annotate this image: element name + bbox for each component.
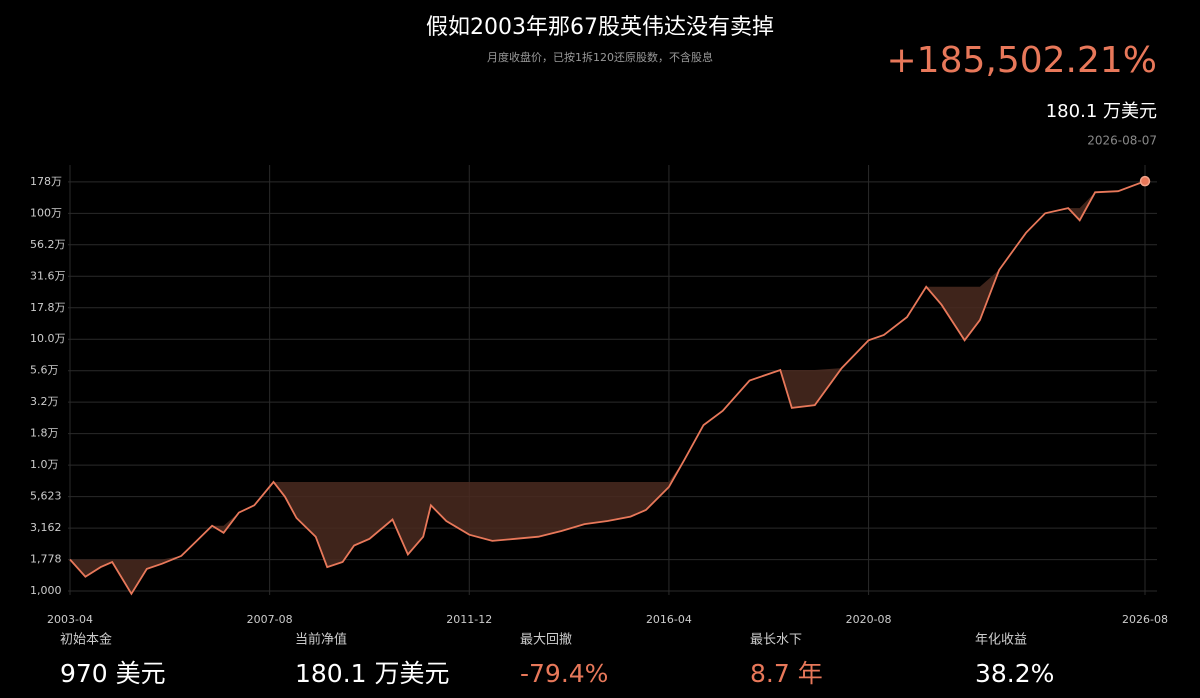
stat-label: 最大回撤 (520, 632, 572, 648)
x-tick-label: 2016-04 (646, 613, 692, 626)
x-tick-label: 2011-12 (446, 613, 492, 626)
stat-value: 38.2% (975, 659, 1054, 688)
y-tick-label: 3,162 (30, 521, 62, 534)
y-tick-label: 3.2万 (30, 395, 59, 408)
x-tick-label: 2003-04 (47, 613, 93, 626)
stat-label: 当前净值 (295, 632, 347, 648)
y-tick-label: 56.2万 (30, 238, 66, 251)
x-tick-label: 2007-08 (247, 613, 293, 626)
stat-value: 180.1 万美元 (295, 659, 450, 688)
stat-value: 970 美元 (60, 659, 166, 688)
drawdown-shade (70, 181, 1145, 594)
y-tick-label: 10.0万 (30, 332, 66, 345)
stat-label: 初始本金 (60, 632, 112, 648)
stat-label: 年化收益 (975, 633, 1027, 648)
y-tick-label: 1,778 (30, 553, 62, 566)
stat-value: -79.4% (520, 659, 608, 688)
value-label: 180.1 万美元 (1046, 101, 1157, 122)
return-label: +185,502.21% (887, 40, 1158, 81)
y-tick-label: 178万 (30, 175, 62, 188)
price-line (69, 180, 1146, 596)
y-tick-label: 1.0万 (30, 458, 59, 471)
y-tick-label: 31.6万 (30, 269, 66, 282)
end-point (1139, 175, 1151, 187)
x-tick-label: 2020-08 (846, 613, 892, 626)
stat-label: 最长水下 (750, 633, 802, 648)
chart-title: 假如2003年那67股英伟达没有卖掉 (426, 15, 774, 40)
y-tick-label: 1,000 (30, 584, 62, 597)
y-tick-label: 5,623 (30, 490, 62, 503)
y-tick-label: 100万 (30, 206, 62, 219)
y-tick-label: 5.6万 (30, 364, 59, 377)
stat-value: 8.7 年 (750, 659, 823, 688)
y-tick-label: 17.8万 (30, 301, 66, 314)
date-label: 2026-08-07 (1087, 134, 1157, 148)
x-tick-label: 2026-08 (1122, 613, 1168, 626)
y-tick-label: 1.8万 (30, 427, 59, 440)
chart-subtitle: 月度收盘价，已按1拆120还原股数，不含股息 (487, 50, 713, 64)
